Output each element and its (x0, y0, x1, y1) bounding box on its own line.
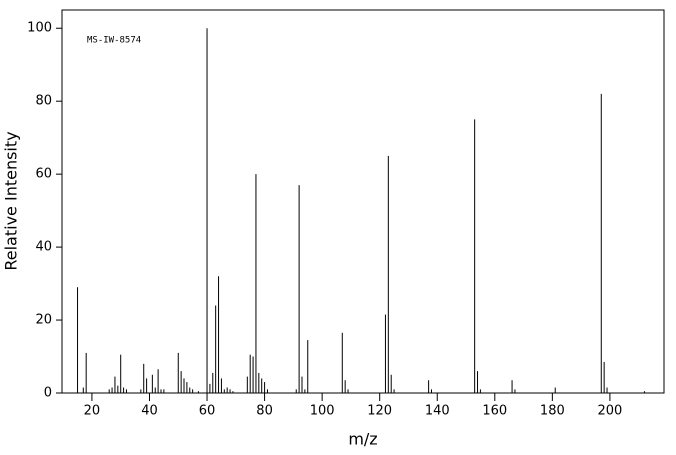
x-tick-label: 40 (141, 404, 158, 419)
x-tick-label: 140 (425, 404, 450, 419)
x-tick-label: 80 (256, 404, 273, 419)
x-tick-label: 200 (597, 404, 622, 419)
x-tick-label: 120 (367, 404, 392, 419)
x-tick-label: 180 (540, 404, 565, 419)
x-tick-label: 100 (310, 404, 335, 419)
y-tick-label: 100 (27, 21, 52, 36)
x-axis-label: m/z (348, 430, 377, 449)
y-axis-label: Relative Intensity (2, 131, 21, 270)
annotation: MS-IW-8574 (87, 36, 141, 46)
y-tick-label: 20 (35, 313, 52, 328)
x-tick-label: 20 (84, 404, 101, 419)
plot-frame (61, 9, 665, 394)
y-tick-label: 40 (35, 240, 52, 255)
y-tick-label: 60 (35, 167, 52, 182)
y-tick-label: 80 (35, 94, 52, 109)
x-tick-label: 160 (482, 404, 507, 419)
x-tick-label: 60 (199, 404, 216, 419)
y-tick-label: 0 (44, 386, 52, 401)
